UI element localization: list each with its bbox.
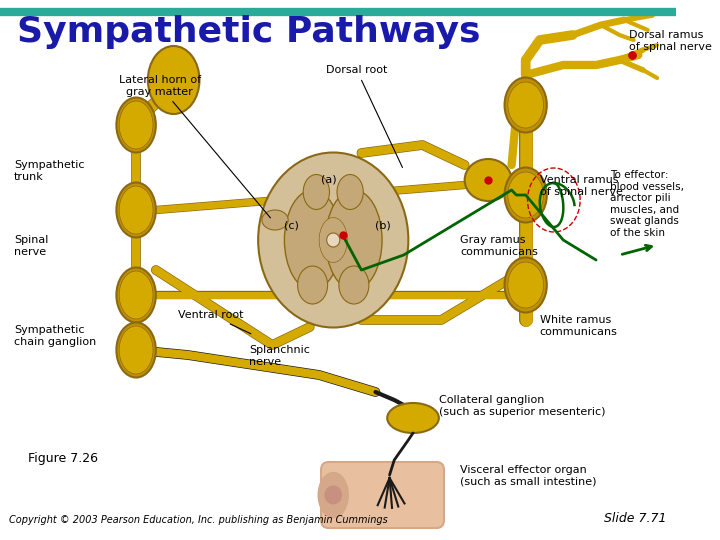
Text: (c): (c) [284, 220, 298, 230]
FancyBboxPatch shape [321, 462, 444, 528]
Text: Ventral ramus
of spinal nerve: Ventral ramus of spinal nerve [540, 175, 623, 197]
Ellipse shape [117, 183, 156, 238]
Text: White ramus
communicans: White ramus communicans [540, 315, 618, 336]
Ellipse shape [117, 322, 156, 377]
Text: Splanchnic
nerve: Splanchnic nerve [248, 345, 310, 367]
Text: Figure 7.26: Figure 7.26 [28, 452, 98, 465]
Text: Sympathetic
trunk: Sympathetic trunk [14, 160, 84, 181]
Circle shape [324, 485, 343, 505]
Ellipse shape [508, 172, 544, 218]
Ellipse shape [297, 266, 328, 304]
Text: Dorsal ramus
of spinal nerve: Dorsal ramus of spinal nerve [629, 30, 712, 52]
Ellipse shape [148, 46, 199, 114]
Ellipse shape [464, 159, 512, 201]
Ellipse shape [505, 78, 546, 132]
Text: (a): (a) [320, 175, 336, 185]
Ellipse shape [258, 152, 408, 327]
Text: Dorsal root: Dorsal root [326, 65, 402, 167]
Ellipse shape [303, 174, 330, 210]
Text: Copyright © 2003 Pearson Education, Inc. publishing as Benjamin Cummings: Copyright © 2003 Pearson Education, Inc.… [9, 515, 388, 525]
Text: Sympathetic
chain ganglion: Sympathetic chain ganglion [14, 325, 96, 347]
Ellipse shape [120, 326, 153, 374]
Ellipse shape [117, 98, 156, 152]
Ellipse shape [508, 262, 544, 308]
Ellipse shape [120, 101, 153, 149]
Ellipse shape [284, 190, 341, 290]
Text: Spinal
nerve: Spinal nerve [14, 235, 48, 256]
Text: Ventral root: Ventral root [179, 310, 251, 334]
Ellipse shape [508, 82, 544, 128]
Text: Visceral effector organ
(such as small intestine): Visceral effector organ (such as small i… [460, 465, 596, 487]
Text: (b): (b) [376, 220, 391, 230]
Circle shape [327, 233, 340, 247]
Ellipse shape [337, 174, 364, 210]
Ellipse shape [262, 210, 288, 230]
Ellipse shape [339, 266, 369, 304]
Ellipse shape [387, 403, 439, 433]
Text: Lateral horn of
gray matter: Lateral horn of gray matter [119, 75, 271, 218]
Ellipse shape [505, 258, 546, 313]
Ellipse shape [318, 472, 348, 517]
Ellipse shape [505, 167, 546, 222]
Text: Collateral ganglion
(such as superior mesenteric): Collateral ganglion (such as superior me… [439, 395, 606, 416]
Ellipse shape [325, 190, 382, 290]
Ellipse shape [319, 218, 347, 262]
Text: Slide 7.71: Slide 7.71 [604, 512, 667, 525]
Ellipse shape [117, 267, 156, 322]
Text: To effector:
blood vessels,
arrector pili
muscles, and
sweat glands
of the skin: To effector: blood vessels, arrector pil… [610, 170, 684, 238]
Text: Gray ramus
communicans: Gray ramus communicans [460, 235, 538, 256]
Ellipse shape [120, 186, 153, 234]
Text: Sympathetic Pathways: Sympathetic Pathways [17, 15, 480, 49]
Ellipse shape [120, 271, 153, 319]
